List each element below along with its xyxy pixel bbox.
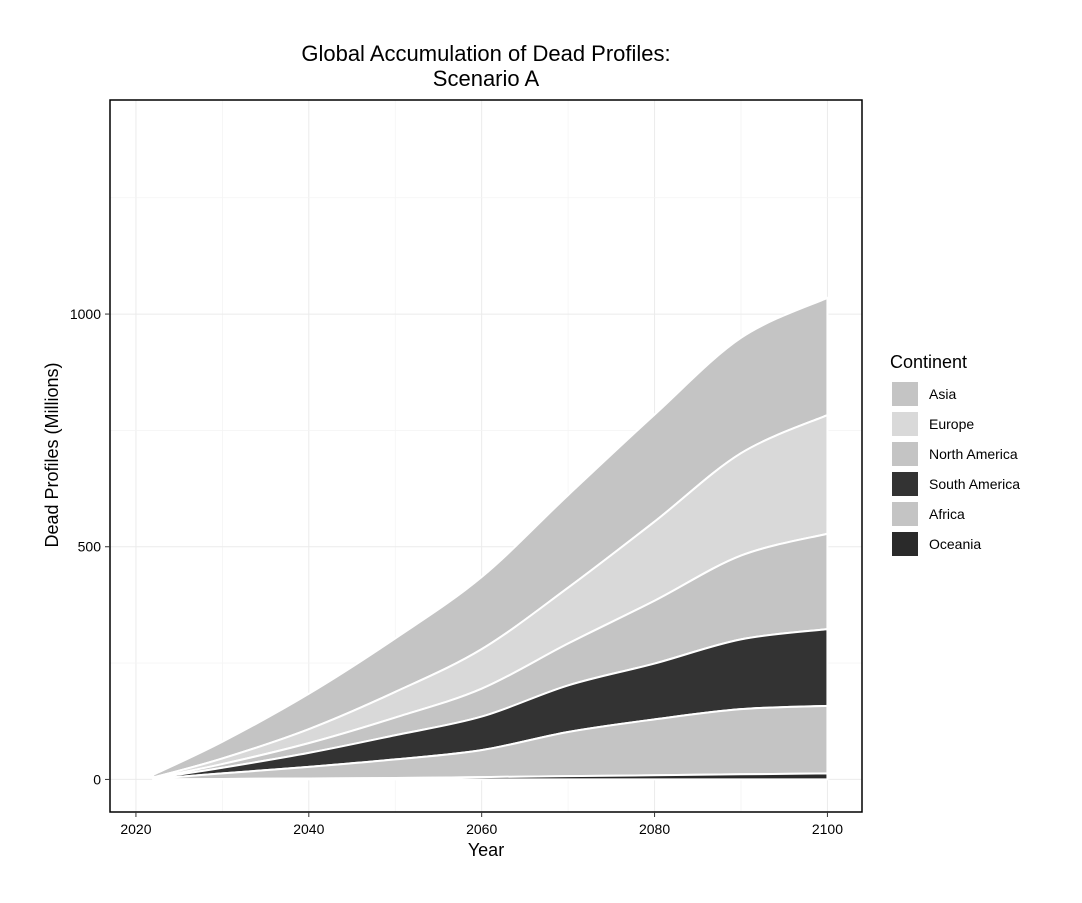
legend-label-north-america: North America [929,446,1018,462]
x-tick-label: 2080 [639,821,670,837]
x-tick-label: 2020 [120,821,151,837]
legend-label-africa: Africa [929,506,965,522]
legend-label-asia: Asia [929,386,956,402]
legend-swatch-asia [892,382,918,406]
plot-border [109,99,863,813]
x-tick-label: 2060 [466,821,497,837]
y-tick-label: 1000 [70,306,101,322]
stacked-areas [152,296,829,781]
legend-label-south-america: South America [929,476,1020,492]
legend-swatch-africa [892,502,918,526]
legend-label-europe: Europe [929,416,974,432]
y-tick-label: 0 [93,771,101,787]
legend: Continent Asia Europe North America South A… [890,352,1020,556]
area-oceania [152,772,829,781]
legend-swatch-europe [892,412,918,436]
x-axis-title: Year [468,840,504,860]
legend-swatch-north-america [892,442,918,466]
legend-swatch-south-america [892,472,918,496]
y-tick-label: 500 [78,539,102,555]
chart-title-line-1: Global Accumulation of Dead Profiles: [301,41,670,66]
legend-label-oceania: Oceania [929,536,981,552]
axes: 2020 2040 2060 2080 2100 0 500 1000 [70,306,843,837]
legend-title: Continent [890,352,967,372]
x-tick-label: 2100 [812,821,843,837]
x-tick-label: 2040 [293,821,324,837]
chart-title-line-2: Scenario A [433,66,540,91]
legend-swatch-oceania [892,532,918,556]
y-axis-title: Dead Profiles (Millions) [42,362,62,547]
